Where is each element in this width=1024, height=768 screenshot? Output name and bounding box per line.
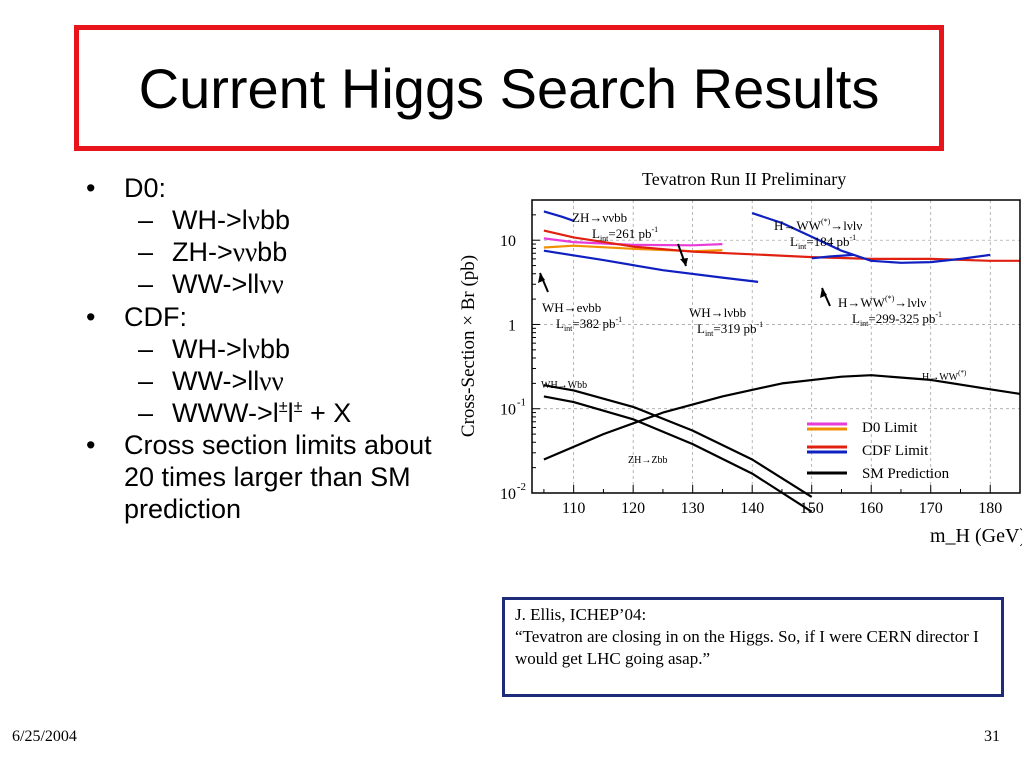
y-axis-label: Cross-Section × Br (pb) bbox=[458, 255, 479, 437]
annotation-wh-lvbb: WH→lνbb bbox=[689, 305, 746, 320]
annotation-hww-lumi-299: Lint=299-325 pb-1 bbox=[852, 310, 942, 328]
annotation-zh-lumi: Lint=261 pb-1 bbox=[592, 225, 658, 243]
series-line-3 bbox=[543, 249, 759, 283]
higgs-limit-chart: Tevatron Run II Preliminary 110 120 130 140… bbox=[458, 169, 1022, 547]
annotation-whe-lumi: Lint=382 pb-1 bbox=[556, 315, 622, 333]
x-axis-label: m_H (GeV) bbox=[930, 525, 1022, 547]
annotation-zh-nunubb: ZH→ννbb bbox=[572, 210, 627, 225]
annotation-zh-zbb: ZH→Zbb bbox=[628, 455, 667, 466]
chart-title: Tevatron Run II Preliminary bbox=[642, 169, 846, 189]
sub-bullet-d0-zh: – ZH->ννbb bbox=[138, 237, 288, 268]
y-tick-label: 1 bbox=[508, 317, 516, 334]
annotation-hww-lvlv-2: H→WW(*)→lνlν bbox=[838, 294, 926, 310]
sub-bullet-cdf-www: – WWW->l±l± + X bbox=[138, 397, 352, 428]
x-tick-label: 130 bbox=[681, 500, 705, 517]
x-tick-label: 120 bbox=[621, 500, 645, 517]
title-box: Current Higgs Search Results bbox=[74, 25, 944, 151]
bullet-cross-section-text: Cross section limits about 20 times larg… bbox=[124, 430, 432, 525]
plot-frame bbox=[531, 199, 1021, 494]
y-tick-exponent: -1 bbox=[517, 397, 526, 409]
legend-sm-label: SM Prediction bbox=[862, 466, 950, 482]
arrow-zh-head bbox=[680, 258, 688, 266]
y-tick-exponent: -2 bbox=[517, 481, 526, 493]
arrow-whe-head bbox=[538, 273, 545, 283]
series-line-4 bbox=[751, 212, 991, 264]
y-tick-label: 10 bbox=[500, 233, 516, 250]
annotation-hww-lumi-184: Lint=184 pb-1 bbox=[790, 233, 856, 251]
bullet-cdf-text: CDF: bbox=[124, 301, 187, 332]
sub-bullet-cdf-ww: – WW->llνν bbox=[138, 365, 284, 396]
bullet-d0: • D0: bbox=[86, 173, 167, 203]
quote-attribution: J. Ellis, ICHEP’04: bbox=[515, 605, 647, 624]
sub-bullet-d0-ww: – WW->llνν bbox=[138, 269, 284, 300]
sub-bullet-cdf-wh: – WH->lνbb bbox=[138, 333, 291, 364]
x-tick-label: 110 bbox=[562, 500, 585, 517]
y-tick-label: 10 bbox=[500, 402, 516, 419]
x-tick-label: 180 bbox=[978, 500, 1002, 517]
x-tick-label: 140 bbox=[740, 500, 764, 517]
bullet-cdf: • CDF: bbox=[86, 301, 187, 332]
annotation-wh-wbb: WH→Wbb bbox=[541, 380, 587, 391]
footer-date: 6/25/2004 bbox=[12, 728, 77, 745]
annotation-wh-evbb: WH→eνbb bbox=[542, 300, 601, 315]
slide-title: Current Higgs Search Results bbox=[138, 56, 880, 120]
series-line-1 bbox=[543, 244, 723, 253]
series-line-0 bbox=[543, 237, 723, 247]
chart-series bbox=[543, 210, 1021, 513]
series-line-9 bbox=[543, 374, 1021, 461]
legend-d0-label: D0 Limit bbox=[862, 420, 918, 436]
series-line-5 bbox=[543, 210, 575, 222]
bullet-list: • D0: – WH->lνbb – ZH->ννbb – WW->llνν • CDF:… bbox=[80, 172, 460, 525]
legend-cdf-label: CDF Limit bbox=[862, 443, 929, 459]
x-tick-label: 150 bbox=[800, 500, 824, 517]
x-tick-label: 160 bbox=[859, 500, 883, 517]
bullet-d0-text: D0: bbox=[124, 173, 167, 203]
x-tick-label: 170 bbox=[919, 500, 943, 517]
sub-bullet-d0-wh: – WH->lνbb bbox=[138, 205, 291, 236]
annotation-hww-lvlv: H→WW(*)→lνlν bbox=[774, 217, 862, 233]
annotation-whl-lumi: Lint=319 pb-1 bbox=[697, 320, 763, 338]
quote-text: “Tevatron are closing in on the Higgs. S… bbox=[515, 626, 979, 668]
annotation-h-ww-sm: H→WW(*) bbox=[922, 369, 967, 383]
series-line-6 bbox=[811, 253, 854, 260]
footer-page-number: 31 bbox=[984, 728, 1000, 745]
arrow-hww2-head bbox=[820, 288, 827, 298]
series-line-8 bbox=[543, 395, 813, 513]
series-line-7 bbox=[543, 384, 813, 498]
y-tick-label: 10 bbox=[500, 486, 516, 503]
quote-box: J. Ellis, ICHEP’04: “Tevatron are closin… bbox=[502, 597, 1004, 697]
chart-legend: D0 Limit CDF Limit SM Prediction bbox=[807, 420, 950, 482]
bullet-cross-section: • Cross section limits about 20 times lar… bbox=[86, 430, 432, 525]
